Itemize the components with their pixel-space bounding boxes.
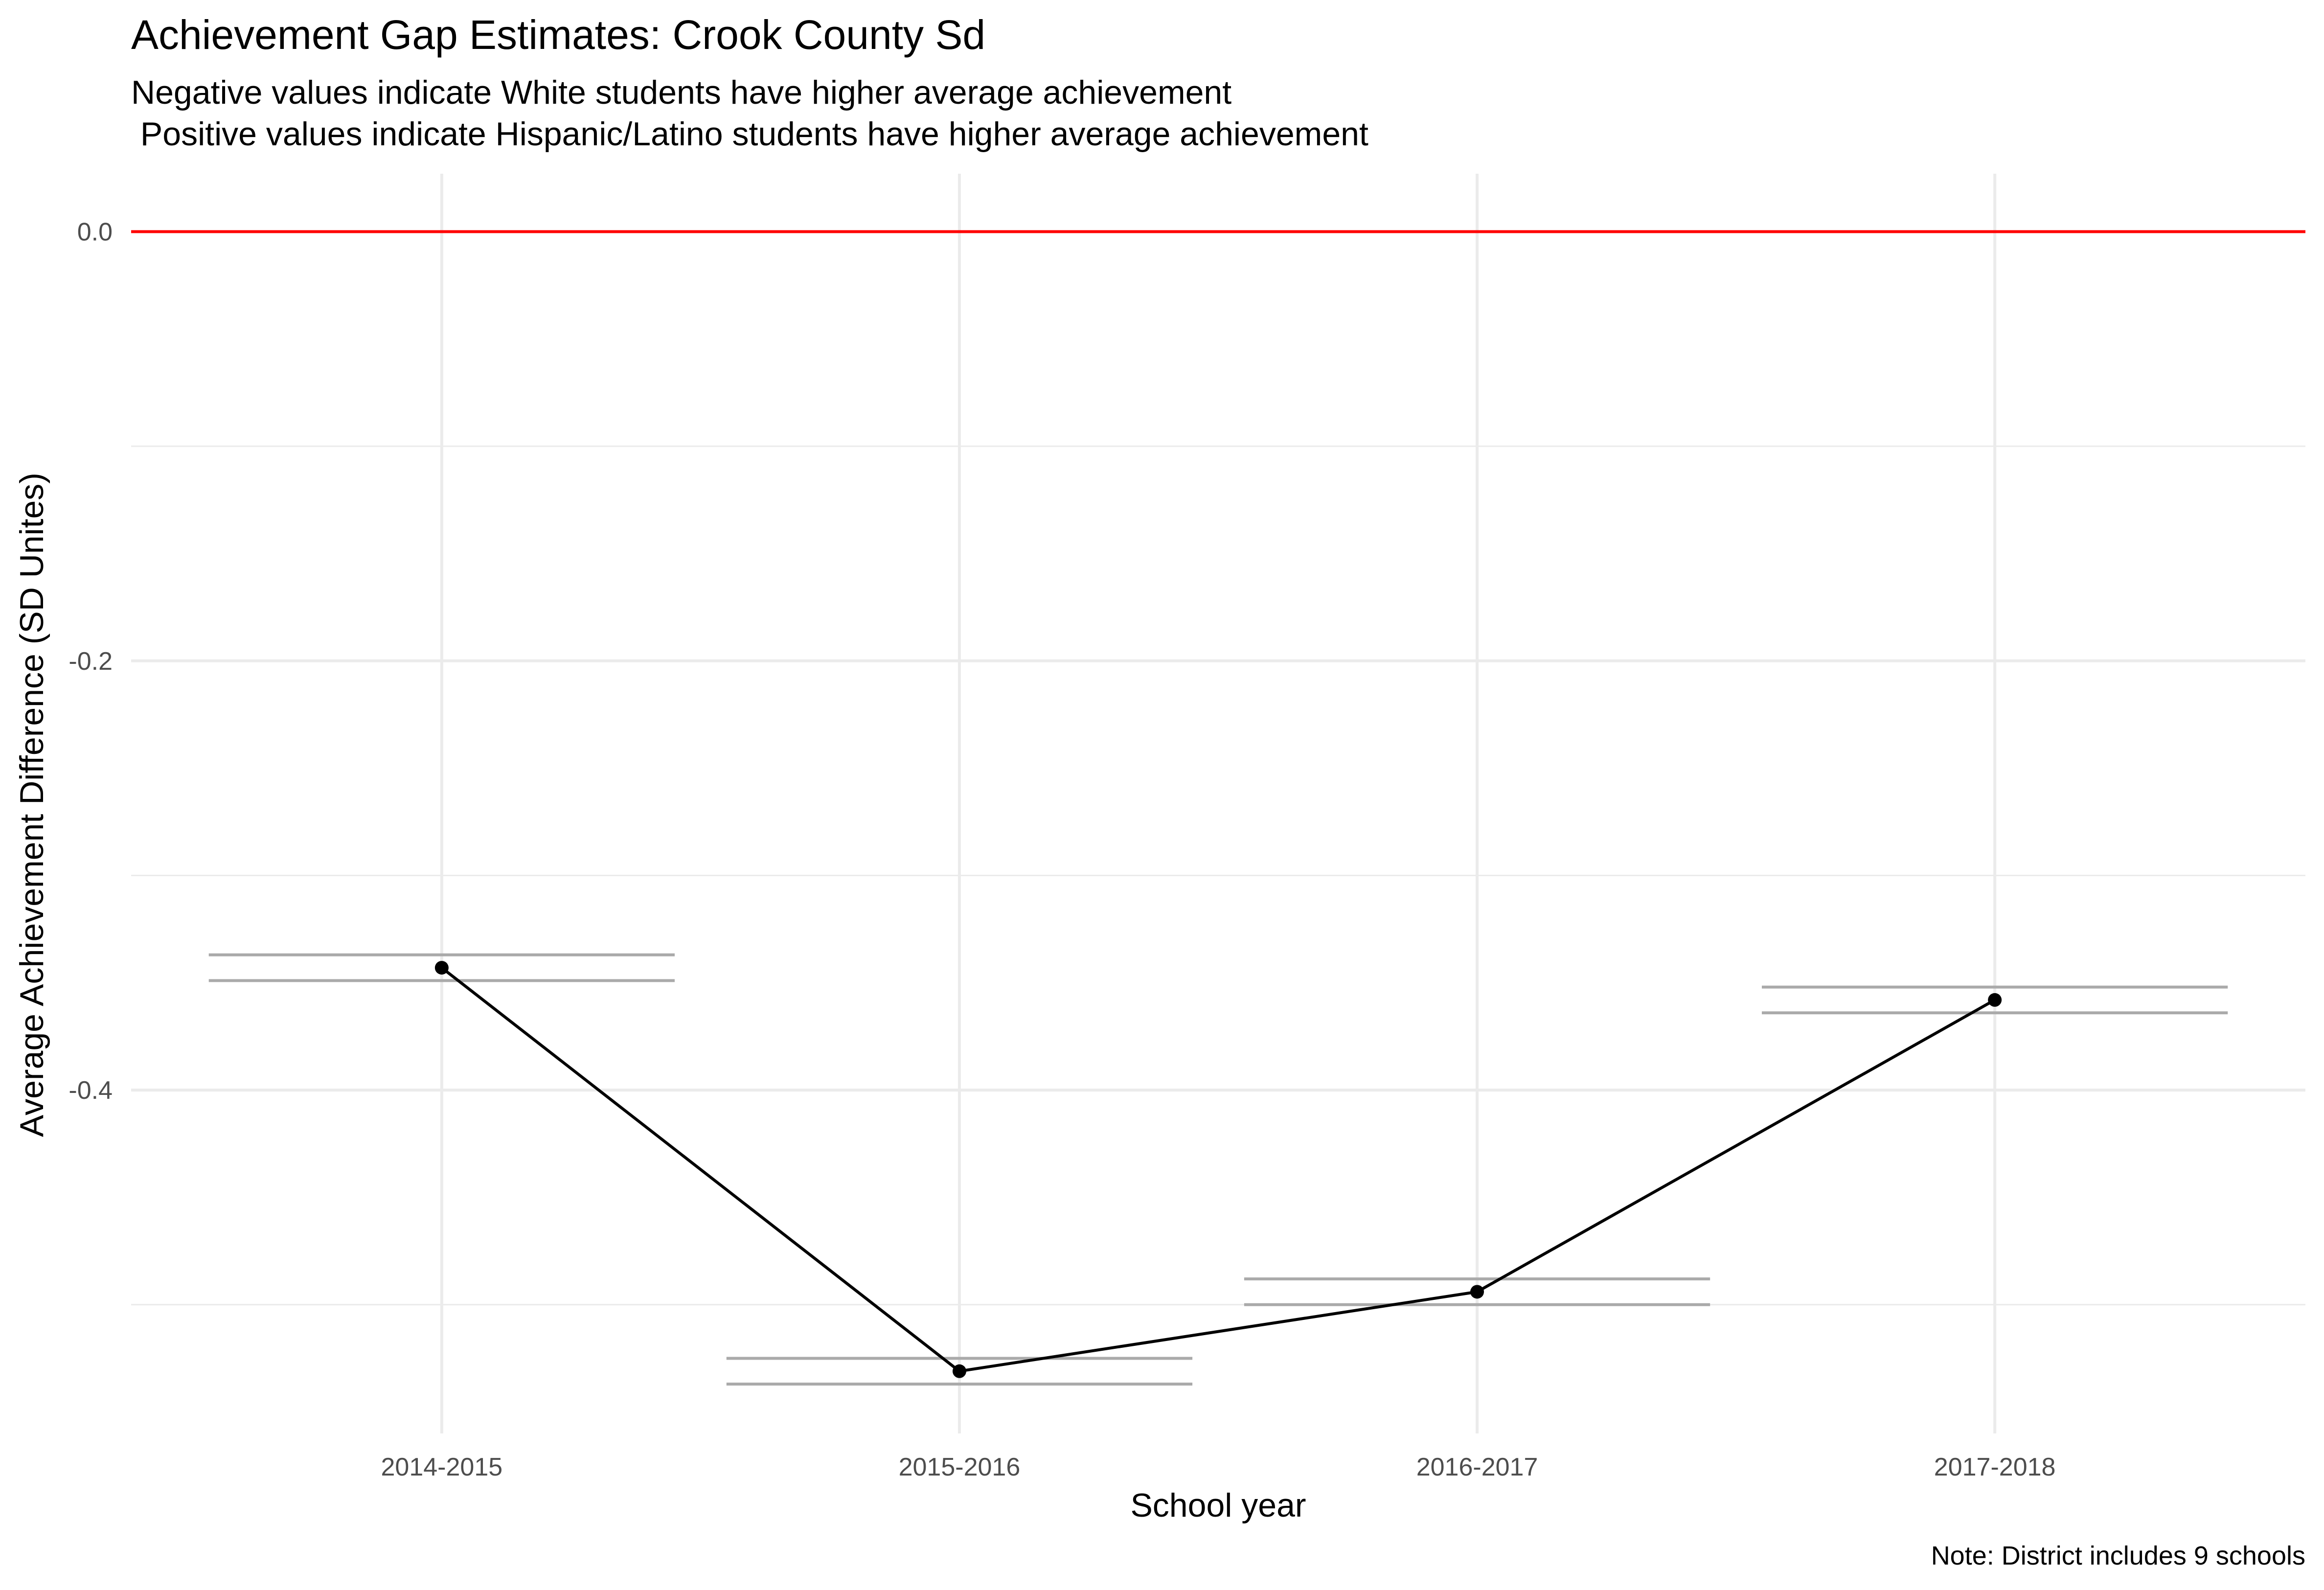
y-axis-title: Average Achievement Difference (SD Unite… <box>13 473 50 1137</box>
y-tick-label: -0.2 <box>68 647 113 676</box>
data-point-2014-2015 <box>434 961 449 975</box>
chart-caption: Note: District includes 9 schools <box>1931 1541 2305 1570</box>
x-tick-labels: 2014-2015 2015-2016 2016-2017 2017-2018 <box>381 1453 2056 1481</box>
data-point-2017-2018 <box>1988 993 2002 1007</box>
chart-title: Achievement Gap Estimates: Crook County … <box>131 12 985 58</box>
interval-layer <box>208 953 2228 1386</box>
x-tick-label: 2014-2015 <box>381 1453 503 1481</box>
x-tick-label: 2016-2017 <box>1416 1453 1538 1481</box>
grid-layer <box>131 174 2305 1433</box>
line-layer <box>441 966 1996 1373</box>
y-tick-labels: 0.0 -0.2 -0.4 <box>68 218 113 1105</box>
data-point-2015-2016 <box>952 1364 966 1378</box>
series-line <box>441 966 1996 1373</box>
y-tick-label: 0.0 <box>77 218 113 246</box>
y-tick-label: -0.4 <box>68 1076 113 1105</box>
x-axis-title: School year <box>1130 1487 1306 1524</box>
x-tick-label: 2017-2018 <box>1934 1453 2056 1481</box>
x-tick-label: 2015-2016 <box>899 1453 1021 1481</box>
data-point-2016-2017 <box>1470 1285 1484 1299</box>
chart-subtitle-line-2: Positive values indicate Hispanic/Latino… <box>131 115 1368 153</box>
point-layer <box>434 961 2002 1378</box>
chart-subtitle-line-1: Negative values indicate White students … <box>131 74 1231 111</box>
